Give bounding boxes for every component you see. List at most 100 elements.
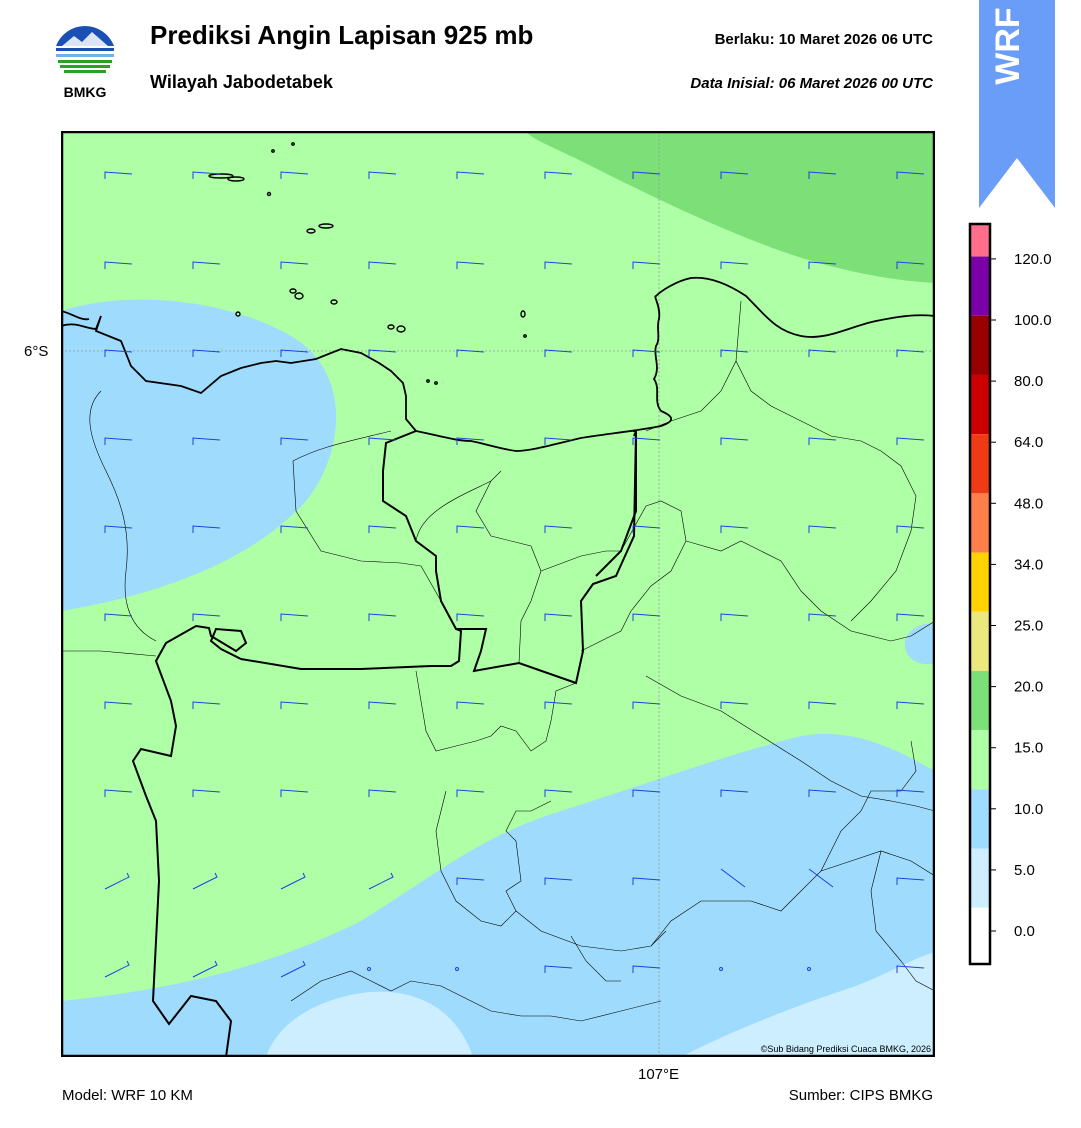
wind-barb: [456, 877, 485, 885]
wind-barb: [280, 437, 309, 445]
thousand-islands: [208, 142, 527, 385]
wind-band-5-10-east-blob: [904, 623, 935, 665]
province-boundaries: [131, 430, 638, 1057]
wrf-banner: WRF: [979, 0, 1055, 208]
wind-barb: [368, 349, 397, 357]
colorbar-segment: [970, 789, 990, 849]
colorbar-label: 100.0: [1014, 312, 1052, 329]
wind-barb: [192, 613, 221, 621]
wind-barb: [720, 437, 749, 445]
wind-barb: [104, 261, 133, 269]
chart-title: Prediksi Angin Lapisan 925 mb: [150, 20, 534, 50]
wind-barb: [456, 437, 485, 445]
wind-barb: [720, 701, 749, 709]
wind-barb: [104, 349, 133, 357]
colorbar-segment: [970, 552, 990, 612]
colorbar-segment: [970, 256, 990, 316]
source-label: Sumber: CIPS BMKG: [788, 1087, 933, 1104]
colorbar-segment: [970, 907, 990, 964]
wind-barb: [896, 965, 925, 973]
wind-barb: [368, 171, 397, 179]
wind-barb: [368, 872, 394, 890]
wind-barb: [192, 261, 221, 269]
wind-barb: [808, 261, 837, 269]
wind-barb: [808, 789, 837, 797]
wind-band-5-10-west: [61, 299, 337, 611]
colorbar-label: 120.0: [1014, 251, 1052, 268]
wind-barb: [544, 261, 573, 269]
colorbar-segment: [970, 670, 990, 731]
wind-barb: [544, 965, 573, 973]
wind-barb: [280, 349, 309, 357]
wind-barb: [632, 171, 661, 179]
wind-barb: [192, 171, 221, 179]
logo-text: BMKG: [63, 84, 107, 100]
colorbar-segment: [970, 315, 990, 375]
wind-barb: [192, 960, 218, 978]
wind-barb: [368, 525, 397, 533]
wind-barb: [808, 171, 837, 179]
wind-barb: [808, 437, 837, 445]
colorbar-frame: [968, 222, 992, 966]
wind-barb: [896, 349, 925, 357]
colorbar-label: 64.0: [1014, 434, 1043, 451]
wind-barb: [632, 965, 661, 973]
wind-barb: [280, 171, 309, 179]
wind-barb: [896, 261, 925, 269]
wind-barb: [104, 872, 130, 890]
wind-barb: [368, 789, 397, 797]
copyright: ©Sub Bidang Prediksi Cuaca BMKG, 2026: [761, 1044, 931, 1054]
colorbar-label: 25.0: [1014, 618, 1043, 635]
wind-barb: [544, 171, 573, 179]
wind-barbs: [104, 171, 925, 978]
wind-barb: [104, 789, 133, 797]
wind-band-15-20: [526, 131, 935, 283]
wind-map: ©Sub Bidang Prediksi Cuaca BMKG, 2026: [61, 131, 935, 1057]
wind-barb: [456, 349, 485, 357]
wind-barb: [104, 171, 133, 179]
colorbar-segment: [970, 374, 990, 435]
wind-barb: [280, 872, 306, 890]
wind-barb: [456, 613, 485, 621]
wind-barb: [896, 437, 925, 445]
wind-barb: [896, 171, 925, 179]
wind-band-0-5-a: [266, 991, 473, 1057]
colorbar-label: 80.0: [1014, 373, 1043, 390]
wind-barb: [544, 789, 573, 797]
wind-barb: [104, 701, 133, 709]
wind-barb: [104, 525, 133, 533]
wind-barb: [192, 437, 221, 445]
wind-barb: [456, 525, 485, 533]
wind-barb: [808, 525, 837, 533]
bmkg-logo: [52, 20, 118, 100]
wind-barb: [720, 789, 749, 797]
valid-time: Berlaku: 10 Maret 2026 06 UTC: [714, 31, 933, 48]
wind-barb: [368, 437, 397, 445]
coastline: [61, 276, 935, 452]
wind-barb: [104, 960, 130, 978]
wind-barb: [896, 877, 925, 885]
wind-barb: [544, 525, 573, 533]
wind-barb: [896, 701, 925, 709]
wind-barb: [632, 613, 661, 621]
map-frame: [61, 131, 935, 1057]
calm-marker: [455, 967, 459, 971]
wind-barb: [808, 868, 834, 888]
wind-barb: [544, 349, 573, 357]
lat-label: 6°S: [24, 343, 49, 360]
wind-barb: [192, 789, 221, 797]
wind-barb: [368, 261, 397, 269]
calm-marker: [719, 967, 723, 971]
wind-barb: [632, 525, 661, 533]
wind-barb: [104, 437, 133, 445]
wind-barb: [896, 613, 925, 621]
wind-barb: [808, 613, 837, 621]
wind-barb: [720, 868, 746, 888]
wind-barb: [632, 261, 661, 269]
wind-barb: [280, 701, 309, 709]
wind-barb: [632, 437, 661, 445]
wind-barb: [632, 349, 661, 357]
wind-barb: [720, 613, 749, 621]
colorbar-segment: [970, 611, 990, 671]
wrf-banner-text: WRF: [989, 7, 1027, 84]
